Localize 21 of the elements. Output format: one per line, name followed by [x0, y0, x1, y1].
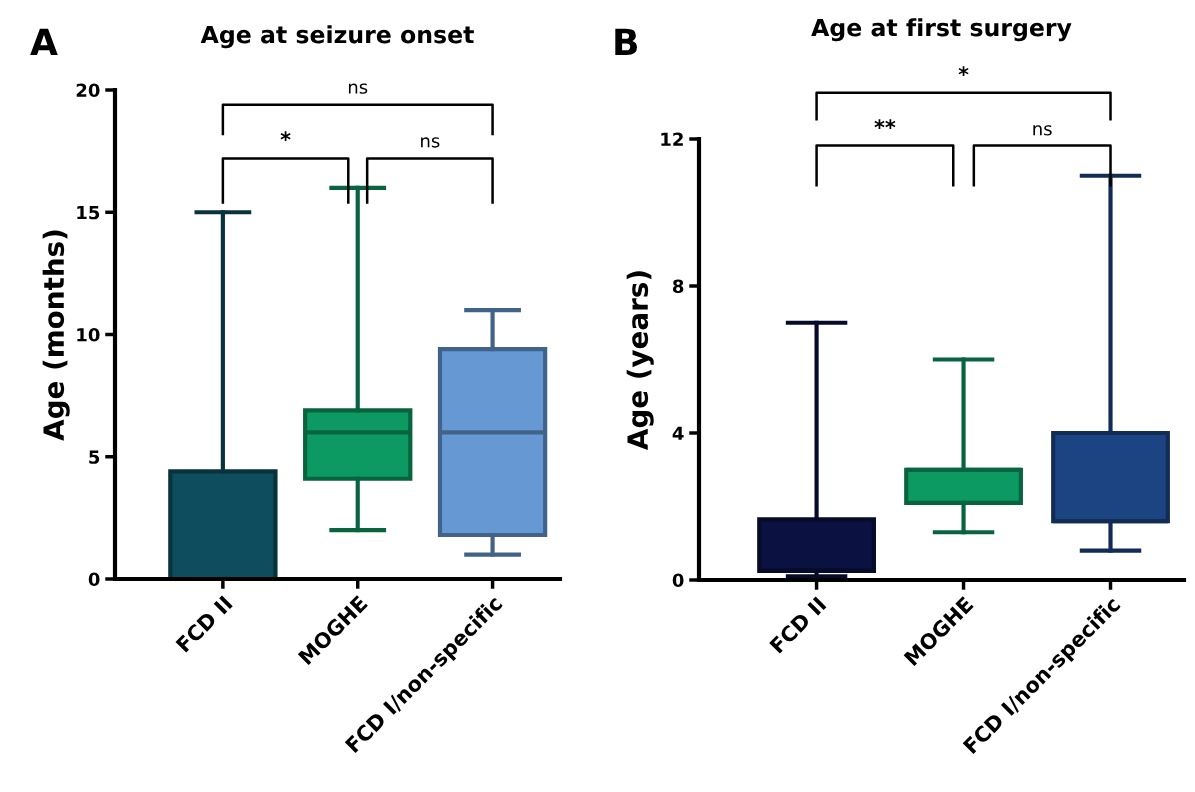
chart-title: Age at first surgery [811, 18, 1072, 42]
text: * [958, 66, 969, 76]
y-tick-label: 10 [77, 327, 100, 342]
y-tick-label: 0 [88, 572, 100, 587]
y-tick-label: 5 [89, 450, 100, 464]
y-tick-label: 8 [672, 279, 684, 294]
y-tick-label: 12 [661, 132, 683, 146]
text: ns [1033, 125, 1052, 136]
text: B [615, 28, 637, 55]
annotation: ns [348, 83, 368, 94]
y-tick-label: 4 [672, 426, 684, 440]
y-axis-title: Age (years) [626, 271, 654, 450]
y-tick-label: 20 [76, 83, 100, 98]
y-tick-label: 15 [77, 205, 100, 220]
text: A [30, 28, 58, 55]
text: ** [874, 119, 896, 129]
y-axis-title: Age (months) [42, 230, 70, 441]
annotation: ns [421, 137, 440, 148]
annotation: * [280, 131, 291, 141]
chart-title: Age at seizure onset [200, 25, 474, 49]
y-tick-label: 0 [672, 573, 684, 588]
